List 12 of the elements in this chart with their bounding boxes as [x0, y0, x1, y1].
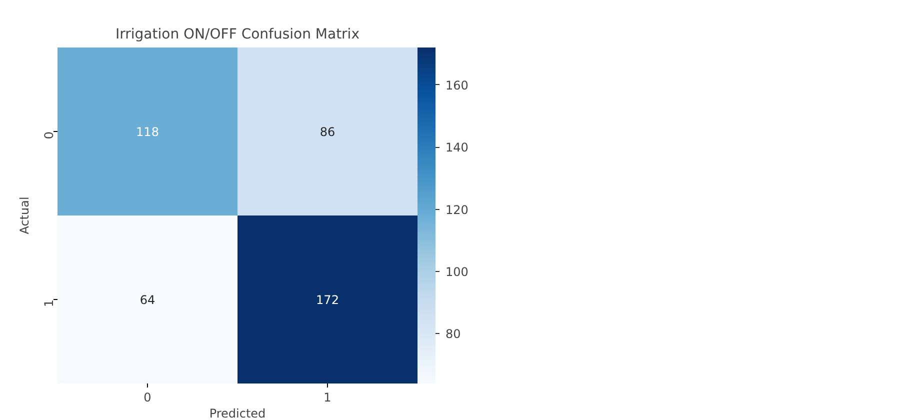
color-bar-label: 120	[446, 202, 468, 217]
data-label: 64	[140, 293, 156, 307]
data-label: 172	[316, 293, 339, 307]
x-axis-title: Predicted	[209, 406, 266, 420]
color-bar-label: 140	[446, 140, 468, 155]
data-label: 86	[320, 125, 336, 139]
chart-title: Irrigation ON/OFF Confusion Matrix	[116, 26, 360, 42]
color-bar-label: 80	[446, 327, 461, 342]
color-bar-label: 160	[446, 78, 468, 92]
color-bar-label: 100	[446, 265, 468, 279]
y-axis-title: Actual	[18, 196, 32, 234]
data-label: 118	[136, 125, 159, 139]
